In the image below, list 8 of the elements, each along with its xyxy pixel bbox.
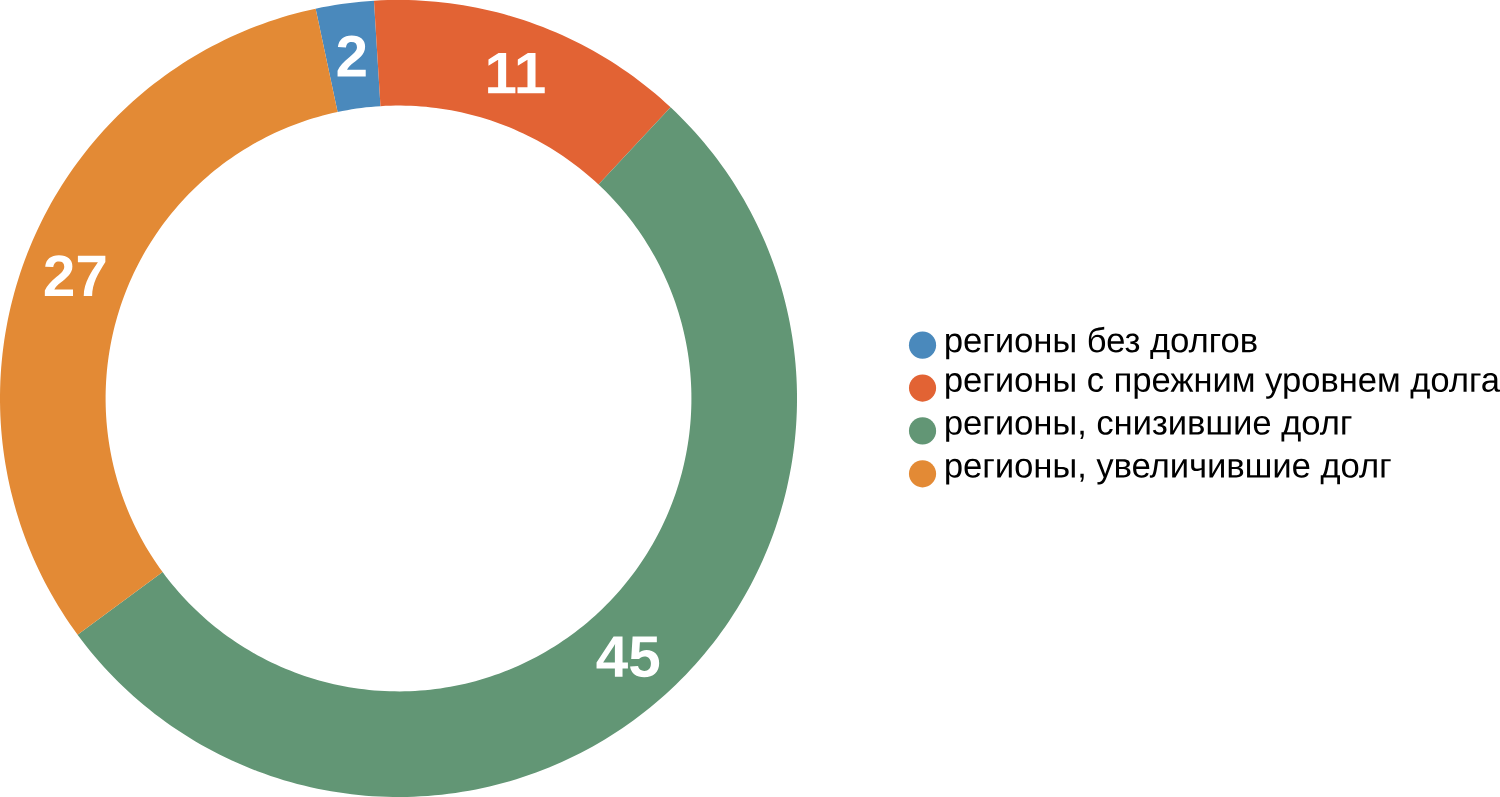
legend-label: регионы без долгов bbox=[946, 326, 1257, 360]
legend-label: регионы, снизившие долг bbox=[946, 415, 1352, 442]
data-label: 45 bbox=[596, 636, 660, 678]
data-label: 2 bbox=[337, 35, 366, 77]
data-label: 27 bbox=[44, 255, 106, 297]
data-label: 11 bbox=[488, 53, 545, 94]
legend-label: регионы с прежним уровнем долга bbox=[946, 373, 1500, 399]
legend-label: регионы, увеличившие долг bbox=[946, 458, 1391, 485]
